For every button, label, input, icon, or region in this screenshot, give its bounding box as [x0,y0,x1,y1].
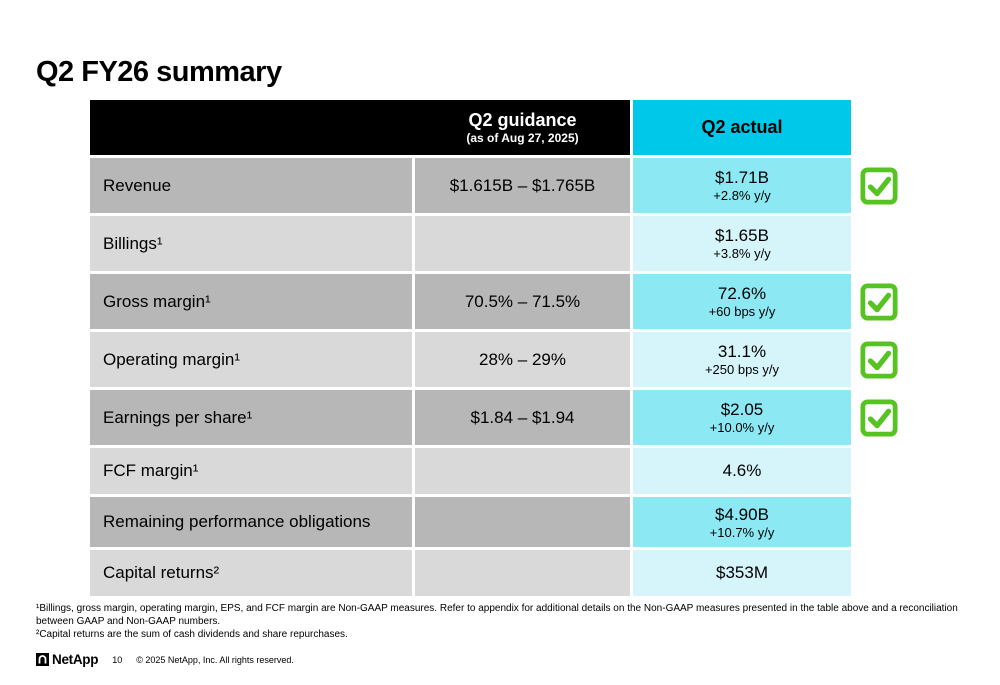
check-cell-capital-returns [854,550,904,596]
actual-value: $353M [716,563,768,583]
check-cell-operating-margin [854,332,904,387]
actual-cell-eps: $2.05 +10.0% y/y [633,390,851,445]
checkmark-icon [860,282,898,321]
actual-cell-fcf-margin: 4.6% [633,448,851,494]
check-cell-fcf-margin [854,448,904,494]
metric-label-fcf-margin: FCF margin¹ [90,448,412,494]
actual-value: 4.6% [722,461,762,481]
check-cell-revenue [854,158,904,213]
actual-cell-gross-margin: 72.6% +60 bps y/y [633,274,851,329]
footnote-1: ¹Billings, gross margin, operating margi… [36,603,958,627]
actual-value: $2.05 [720,400,764,420]
guidance-header-subtitle: (as of Aug 27, 2025) [466,130,579,145]
actual-value: $4.90B [715,504,769,524]
guidance-column-header: Q2 guidance (as of Aug 27, 2025) [90,100,630,155]
actual-yoy: +10.7% y/y [709,524,775,540]
actual-yoy: +2.8% y/y [713,188,771,204]
guidance-value-fcf-margin [415,448,630,494]
actual-value: 72.6% [717,284,767,304]
checkmark-icon [860,340,898,379]
actual-cell-operating-margin: 31.1% +250 bps y/y [633,332,851,387]
guidance-value-billings [415,216,630,271]
guidance-header-title: Q2 guidance [468,109,577,130]
actual-column-header: Q2 actual [633,100,851,155]
copyright-text: © 2025 NetApp, Inc. All rights reserved. [136,654,294,665]
netapp-logo: NetApp [36,652,99,667]
actual-cell-billings: $1.65B +3.8% y/y [633,216,851,271]
actual-cell-revenue: $1.71B +2.8% y/y [633,158,851,213]
actual-yoy: +60 bps y/y [708,304,776,320]
netapp-logo-text: NetApp [52,652,99,667]
summary-table: Q2 guidance (as of Aug 27, 2025) Q2 actu… [90,100,904,596]
actual-yoy: +250 bps y/y [704,362,780,378]
metric-label-eps: Earnings per share¹ [90,390,412,445]
check-cell-billings [854,216,904,271]
actual-value: $1.71B [715,168,769,188]
page-title: Q2 FY26 summary [36,56,282,88]
actual-value: 31.1% [717,342,767,362]
check-cell-rpo [854,497,904,547]
actual-yoy: +3.8% y/y [713,246,771,262]
guidance-value-eps: $1.84 – $1.94 [415,390,630,445]
footnote-2: ²Capital returns are the sum of cash div… [36,629,348,640]
guidance-value-gross-margin: 70.5% – 71.5% [415,274,630,329]
actual-cell-capital-returns: $353M [633,550,851,596]
metric-label-revenue: Revenue [90,158,412,213]
metric-label-gross-margin: Gross margin¹ [90,274,412,329]
page-number: 10 [112,654,123,665]
slide-footer: NetApp 10 © 2025 NetApp, Inc. All rights… [36,652,294,667]
actual-value: $1.65B [715,226,769,246]
metric-label-capital-returns: Capital returns² [90,550,412,596]
metric-label-billings: Billings¹ [90,216,412,271]
footnotes: ¹Billings, gross margin, operating margi… [36,603,968,643]
metric-label-operating-margin: Operating margin¹ [90,332,412,387]
guidance-value-operating-margin: 28% – 29% [415,332,630,387]
metric-label-rpo: Remaining performance obligations [90,497,412,547]
actual-cell-rpo: $4.90B +10.7% y/y [633,497,851,547]
guidance-header-text: Q2 guidance (as of Aug 27, 2025) [415,110,630,145]
guidance-value-rpo [415,497,630,547]
check-cell-gross-margin [854,274,904,329]
netapp-logo-mark-icon [36,653,49,666]
checkmark-icon [860,398,898,437]
check-column-header-spacer [854,100,904,155]
guidance-value-capital-returns [415,550,630,596]
actual-yoy: +10.0% y/y [709,420,775,436]
checkmark-icon [860,166,898,205]
check-cell-eps [854,390,904,445]
guidance-value-revenue: $1.615B – $1.765B [415,158,630,213]
